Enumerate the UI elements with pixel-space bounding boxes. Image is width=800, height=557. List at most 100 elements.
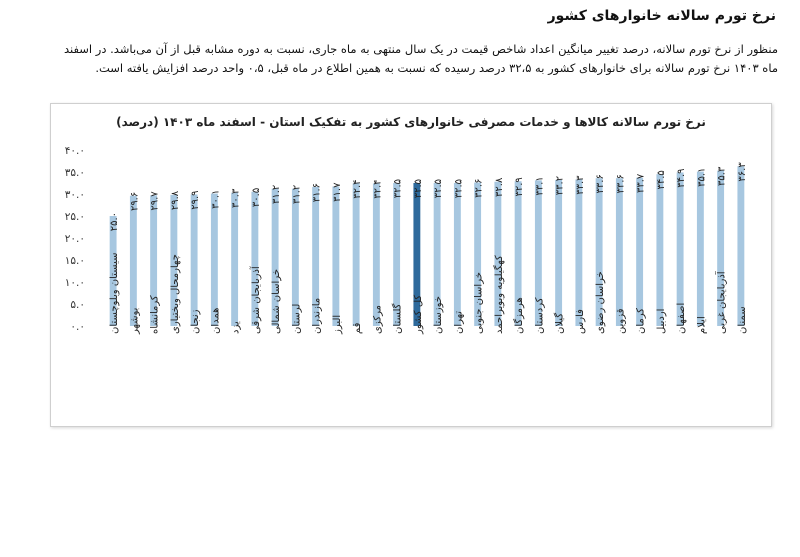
x-axis-labels-group: سیستان وبلوچستان بوشهر کرمانشاه چهارمحال وب… — [109, 252, 748, 335]
value-label: ۳۱.۲ — [291, 185, 302, 204]
chart-panel: نرخ تورم سالانه کالاها و خدمات مصرفی خان… — [50, 103, 772, 427]
bar — [291, 188, 299, 326]
value-label: ۳۰.۵ — [251, 188, 262, 207]
x-tick-label: خراسان شمالی — [271, 269, 282, 334]
value-label: ۳۲.۴ — [352, 179, 363, 198]
y-tick-label: ۰.۰ — [70, 321, 85, 333]
x-tick-label: قم — [352, 322, 363, 334]
value-label: ۳۲.۵ — [453, 179, 464, 198]
x-tick-label: مرکزی — [372, 305, 383, 334]
bar — [190, 194, 198, 326]
value-label: ۳۶.۳ — [737, 162, 748, 182]
x-tick-label: آذربایجان شرقی — [249, 265, 262, 334]
bar — [372, 183, 380, 326]
value-label: ۳۱.۷ — [332, 182, 343, 202]
bar — [696, 171, 704, 326]
bar — [494, 181, 502, 326]
y-tick-label: ۵.۰ — [70, 299, 85, 311]
y-tick-label: ۴۰.۰ — [65, 145, 85, 157]
bar — [636, 177, 644, 326]
value-label: ۳۲.۹ — [514, 177, 525, 196]
x-tick-label: همدان — [210, 308, 221, 334]
bar — [393, 183, 401, 326]
x-tick-label: کهگیلویه وبویراحمد — [493, 255, 505, 334]
value-label: ۳۵.۳ — [717, 166, 728, 186]
description-paragraph: منظور از نرخ تورم سالانه، درصد تغییر میا… — [18, 40, 778, 78]
y-tick-label: ۲۵.۰ — [65, 211, 85, 223]
bar — [312, 186, 320, 326]
x-tick-label: تهران — [453, 311, 464, 334]
bar — [433, 183, 441, 326]
bar — [555, 179, 563, 326]
value-label: ۳۳.۷ — [636, 173, 647, 193]
bar — [717, 170, 725, 326]
y-tick-label: ۱۰.۰ — [65, 277, 85, 289]
x-tick-label: بوشهر — [129, 308, 140, 335]
x-tick-label: کرمان — [636, 308, 647, 334]
x-tick-label: کل کشور — [413, 295, 424, 335]
x-tick-label: گیلان — [554, 313, 566, 334]
x-tick-label: قزوین — [615, 308, 626, 334]
value-label: ۳۱.۶ — [312, 183, 323, 202]
bar — [514, 181, 522, 326]
value-label: ۳۲.۵ — [413, 179, 424, 198]
value-label: ۲۹.۸ — [170, 190, 181, 210]
y-tick-label: ۳۵.۰ — [65, 167, 85, 179]
x-tick-label: گلستان — [392, 303, 404, 334]
x-tick-label: خراسان رضوی — [595, 271, 606, 334]
x-tick-label: ایلام — [696, 316, 707, 334]
x-tick-label: مازندران — [312, 298, 323, 334]
value-label: ۳۵.۱ — [696, 168, 707, 187]
x-tick-label: کردستان — [534, 297, 545, 334]
value-labels-group: ۲۵.۰ ۲۹.۶ ۲۹.۷ ۲۹.۸ ۲۹.۹ ۳۰.۱ ۳۰.۳ ۳۰.۵ ۳۱.۲ ۳۱.۲… — [109, 162, 748, 232]
bar — [210, 193, 218, 326]
y-axis: ۰.۰ ۵.۰ ۱۰.۰ ۱۵.۰ ۲۰.۰ ۲۵.۰ ۳۰.۰ ۳۵.۰ ۴۰.۰ — [65, 145, 85, 333]
x-tick-label: اردبیل — [656, 309, 667, 334]
value-label: ۳۴.۹ — [676, 168, 687, 187]
bar — [352, 183, 360, 326]
bar — [656, 174, 664, 326]
value-label: ۳۴.۵ — [656, 170, 667, 189]
x-tick-label: زنجان — [190, 309, 201, 334]
y-tick-label: ۳۰.۰ — [65, 189, 85, 201]
value-label: ۳۲.۸ — [494, 177, 505, 197]
bar — [534, 180, 542, 326]
bar — [109, 216, 117, 326]
bar — [575, 179, 583, 326]
bar — [271, 188, 279, 326]
x-tick-label: یزد — [231, 321, 242, 334]
value-label: ۳۳.۲ — [555, 176, 566, 195]
bar — [453, 183, 461, 326]
x-tick-label: هرمزگان — [513, 297, 525, 334]
x-tick-label: خوزستان — [433, 296, 444, 334]
value-label: ۳۲.۴ — [372, 179, 383, 198]
value-label: ۲۵.۰ — [109, 212, 120, 231]
value-label: ۳۲.۵ — [393, 179, 404, 198]
value-label: ۳۳.۱ — [534, 176, 545, 195]
description-line-2: ماه ۱۴۰۳ نرخ تورم سالانه برای خانوارهای … — [95, 61, 778, 75]
value-label: ۳۱.۲ — [271, 185, 282, 204]
value-label: ۳۰.۱ — [210, 190, 221, 209]
x-tick-label: سیستان وبلوچستان — [109, 252, 120, 334]
x-tick-label: اصفهان — [676, 303, 687, 334]
bar — [676, 172, 684, 326]
value-label: ۳۲.۶ — [474, 179, 485, 198]
bar — [170, 194, 178, 326]
x-tick-label: فارس — [575, 309, 586, 334]
x-tick-label: آذربایجان غربی — [715, 270, 728, 334]
bar — [332, 186, 340, 326]
value-label: ۲۹.۹ — [190, 190, 201, 209]
bar — [615, 178, 623, 326]
value-label: ۲۹.۷ — [150, 191, 161, 211]
value-label: ۳۰.۳ — [231, 188, 242, 208]
description-line-1: منظور از نرخ تورم سالانه، درصد تغییر میا… — [63, 42, 778, 56]
chart-title: نرخ تورم سالانه کالاها و خدمات مصرفی خان… — [116, 115, 706, 130]
x-tick-label: لرستان — [291, 304, 302, 334]
value-label: ۳۳.۶ — [595, 174, 606, 193]
page-title: نرخ تورم سالانه خانوارهای کشور — [547, 8, 776, 24]
bars-group — [109, 166, 745, 326]
x-tick-label: سمنان — [737, 306, 748, 334]
bar — [231, 192, 239, 326]
bar — [595, 178, 603, 326]
bar — [474, 182, 482, 326]
